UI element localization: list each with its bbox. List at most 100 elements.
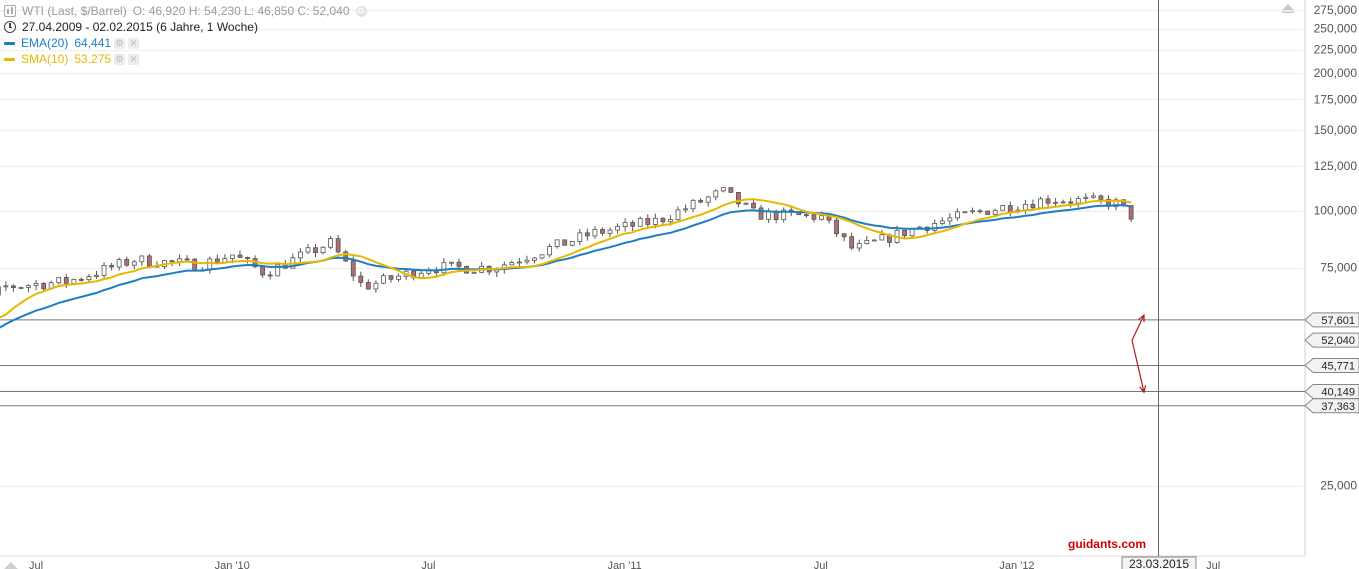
candle-body	[1060, 201, 1066, 204]
candle-body	[713, 190, 719, 198]
candle-body	[652, 217, 658, 225]
candle-body	[962, 211, 968, 214]
ema-value: 64,441	[74, 36, 112, 50]
y-tick-label-200: 200,000	[1314, 66, 1358, 80]
candle-body	[1098, 195, 1104, 200]
last-price-tag	[1304, 332, 1359, 348]
candle-body	[139, 255, 145, 263]
y-tick-label-100: 100,000	[1314, 204, 1358, 218]
candle-body	[781, 209, 787, 221]
candle-body	[1053, 201, 1058, 204]
chart-type-icon[interactable]	[4, 5, 16, 17]
candle-body	[33, 283, 39, 287]
level-1-label: 45,771	[1321, 361, 1355, 373]
candle-body	[381, 275, 386, 284]
candle-body	[992, 209, 998, 215]
candle-body	[124, 259, 130, 266]
clock-icon	[4, 21, 16, 33]
candle-body	[388, 275, 394, 280]
candle-body	[864, 240, 870, 244]
candle-body	[245, 257, 250, 259]
y-tick-label-250: 250,000	[1314, 22, 1358, 36]
y-tick-label-175: 175,000	[1314, 92, 1358, 106]
candle-body	[532, 257, 537, 261]
candle-body	[698, 199, 704, 203]
candle-body	[63, 276, 69, 284]
date-range: 27.04.2009 - 02.02.2015 (6 Jahre, 1 Woch…	[22, 20, 258, 34]
ema-settings-icon[interactable]: ⚙	[114, 37, 126, 49]
x-tick-label-0: Jul	[29, 560, 43, 569]
last-price-label: 52,040	[1321, 335, 1355, 347]
overlay: guidants.com 23.03.2015	[4, 0, 1197, 569]
candle-body	[1128, 205, 1134, 220]
y-tick-label-275: 275,000	[1314, 3, 1358, 17]
projection-arrows	[1131, 313, 1147, 394]
ema-line	[0, 204, 1132, 329]
scroll-up-icon[interactable]	[1280, 2, 1296, 14]
candle-body	[373, 282, 379, 290]
candle-body	[1090, 195, 1096, 198]
crosshair-date: 23.03.2015	[1129, 557, 1189, 569]
candle-body	[615, 226, 620, 231]
candle-body	[819, 215, 824, 220]
candle-body	[320, 246, 326, 253]
candle-body	[547, 246, 553, 256]
candle-body	[1000, 205, 1006, 211]
candle-body	[592, 229, 598, 237]
candle-body	[418, 272, 424, 279]
legend-instrument-row: WTI (Last, $/Barrel) O: 46,920 H: 54,230…	[4, 3, 367, 19]
candle-body	[78, 278, 84, 281]
sma-swatch	[4, 57, 15, 61]
sma-settings-icon[interactable]: ⚙	[114, 53, 126, 65]
candle-body	[237, 254, 243, 258]
crosshair-date-box	[1121, 556, 1197, 569]
candle-body	[834, 219, 839, 235]
candle-body	[562, 239, 568, 246]
candle-body	[1030, 204, 1036, 209]
sma-label: SMA(10)	[21, 52, 69, 66]
candle-body	[350, 260, 356, 277]
level-1-tag	[1304, 358, 1359, 374]
candle-body	[131, 261, 137, 266]
candle-body	[109, 264, 114, 268]
level-2-label: 40,149	[1321, 387, 1355, 399]
candle-body	[41, 283, 47, 290]
candle-body	[11, 285, 16, 289]
scroll-left-icon	[4, 562, 18, 569]
legend-sma-row: SMA(10) 53,275 ⚙ ✕	[4, 51, 367, 67]
candle-body	[456, 261, 462, 267]
ema-close-icon[interactable]: ✕	[128, 37, 140, 49]
legend-ema-row: EMA(20) 64,441 ⚙ ✕	[4, 35, 367, 51]
y-tick-label-225: 225,000	[1314, 43, 1358, 57]
x-tick-label-6: Jul	[1206, 560, 1220, 569]
y-axis: 275,000 250,000 225,000 200,000 175,000 150,0…	[1304, 0, 1359, 556]
level-0-tag	[1304, 312, 1359, 328]
candle-body	[539, 254, 545, 259]
candle-body	[116, 259, 122, 268]
candle-body	[584, 232, 590, 237]
sma-line	[0, 198, 1132, 319]
candle-body	[554, 239, 560, 247]
sma-close-icon[interactable]: ✕	[128, 53, 140, 65]
candle-body	[577, 232, 583, 242]
candle-body	[71, 278, 77, 284]
legend-range-row: 27.04.2009 - 02.02.2015 (6 Jahre, 1 Woch…	[4, 19, 367, 35]
level-0-label: 57,601	[1321, 315, 1355, 327]
candle-body	[569, 241, 575, 246]
candle-body	[524, 259, 530, 263]
candle-body	[939, 220, 945, 224]
candle-body	[705, 196, 711, 203]
candle-body	[192, 258, 198, 271]
candle-body	[509, 262, 515, 266]
candle-body	[26, 285, 31, 288]
candle-body	[977, 210, 983, 213]
candle-body	[841, 233, 847, 238]
grid	[0, 10, 1303, 487]
arrow-shaft-0	[1131, 314, 1145, 341]
settings-icon[interactable]: ⚙	[355, 5, 367, 17]
candle-body	[675, 209, 681, 221]
y-tick-label-150: 150,000	[1314, 123, 1358, 137]
instrument-label: WTI (Last, $/Barrel)	[22, 4, 127, 18]
candle-body	[811, 214, 817, 220]
